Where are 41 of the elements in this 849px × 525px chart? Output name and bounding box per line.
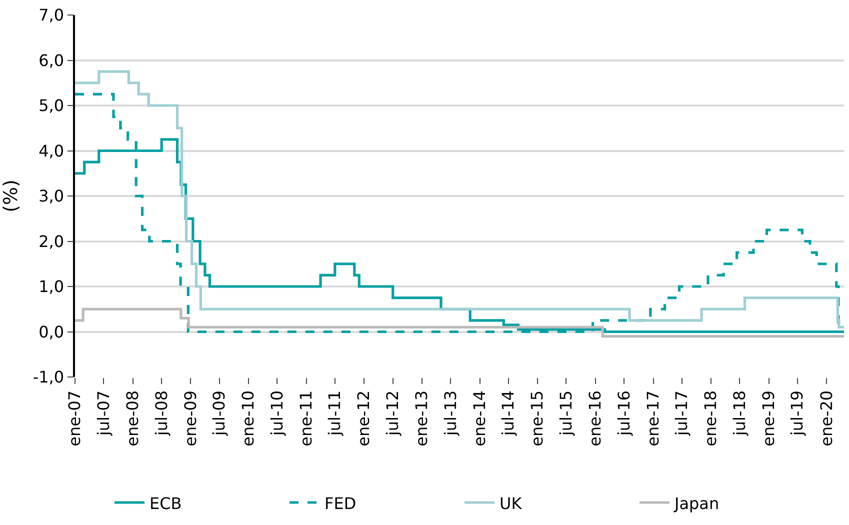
legend-label: UK — [500, 494, 522, 513]
y-tick-label: 0,0 — [38, 322, 64, 342]
x-tick-label: ene-07 — [65, 390, 84, 446]
x-tick-label: jul-16 — [614, 390, 634, 437]
legend-label: FED — [324, 494, 356, 513]
x-tick-label: jul-13 — [440, 390, 460, 437]
x-tick-label: jul-15 — [556, 390, 576, 437]
x-tick-label: ene-20 — [816, 390, 836, 446]
x-tick-label: jul-10 — [267, 390, 286, 437]
x-tick-label: ene-09 — [180, 390, 200, 446]
x-tick-label: ene-13 — [412, 390, 432, 446]
x-tick-label: jul-14 — [498, 390, 518, 437]
x-tick-label: ene-17 — [643, 390, 662, 446]
x-tick-label: ene-18 — [701, 390, 720, 446]
x-tick-label: jul-18 — [730, 390, 749, 437]
y-tick-label: 3,0 — [38, 186, 64, 206]
x-tick-label: ene-15 — [528, 390, 547, 446]
y-tick-label: 2,0 — [38, 232, 64, 251]
x-tick-label: jul-07 — [94, 390, 113, 437]
x-tick-label: jul-08 — [152, 390, 171, 437]
y-tick-label: 5,0 — [38, 96, 64, 116]
x-tick-label: ene-11 — [296, 390, 316, 446]
y-tick-label: 1,0 — [38, 277, 64, 296]
x-tick-label: ene-08 — [122, 390, 142, 446]
y-tick-label: 7,0 — [38, 6, 64, 25]
x-tick-label: jul-09 — [210, 390, 229, 437]
y-axis-title: (%) — [0, 180, 22, 212]
y-tick-label: -1,0 — [32, 368, 64, 387]
x-tick-label: jul-19 — [788, 390, 807, 437]
x-tick-label: jul-12 — [383, 390, 402, 437]
legend-label: ECB — [150, 494, 182, 513]
x-tick-label: ene-16 — [586, 390, 605, 446]
x-tick-label: jul-17 — [672, 390, 692, 437]
y-tick-label: 6,0 — [38, 50, 64, 70]
x-tick-label: ene-10 — [238, 390, 258, 446]
x-tick-label: ene-12 — [354, 390, 374, 446]
x-tick-label: ene-14 — [470, 390, 489, 446]
x-tick-label: ene-19 — [759, 390, 778, 446]
legend-label: Japan — [674, 494, 720, 513]
x-tick-label: jul-11 — [325, 390, 344, 437]
y-tick-label: 4,0 — [38, 141, 64, 160]
